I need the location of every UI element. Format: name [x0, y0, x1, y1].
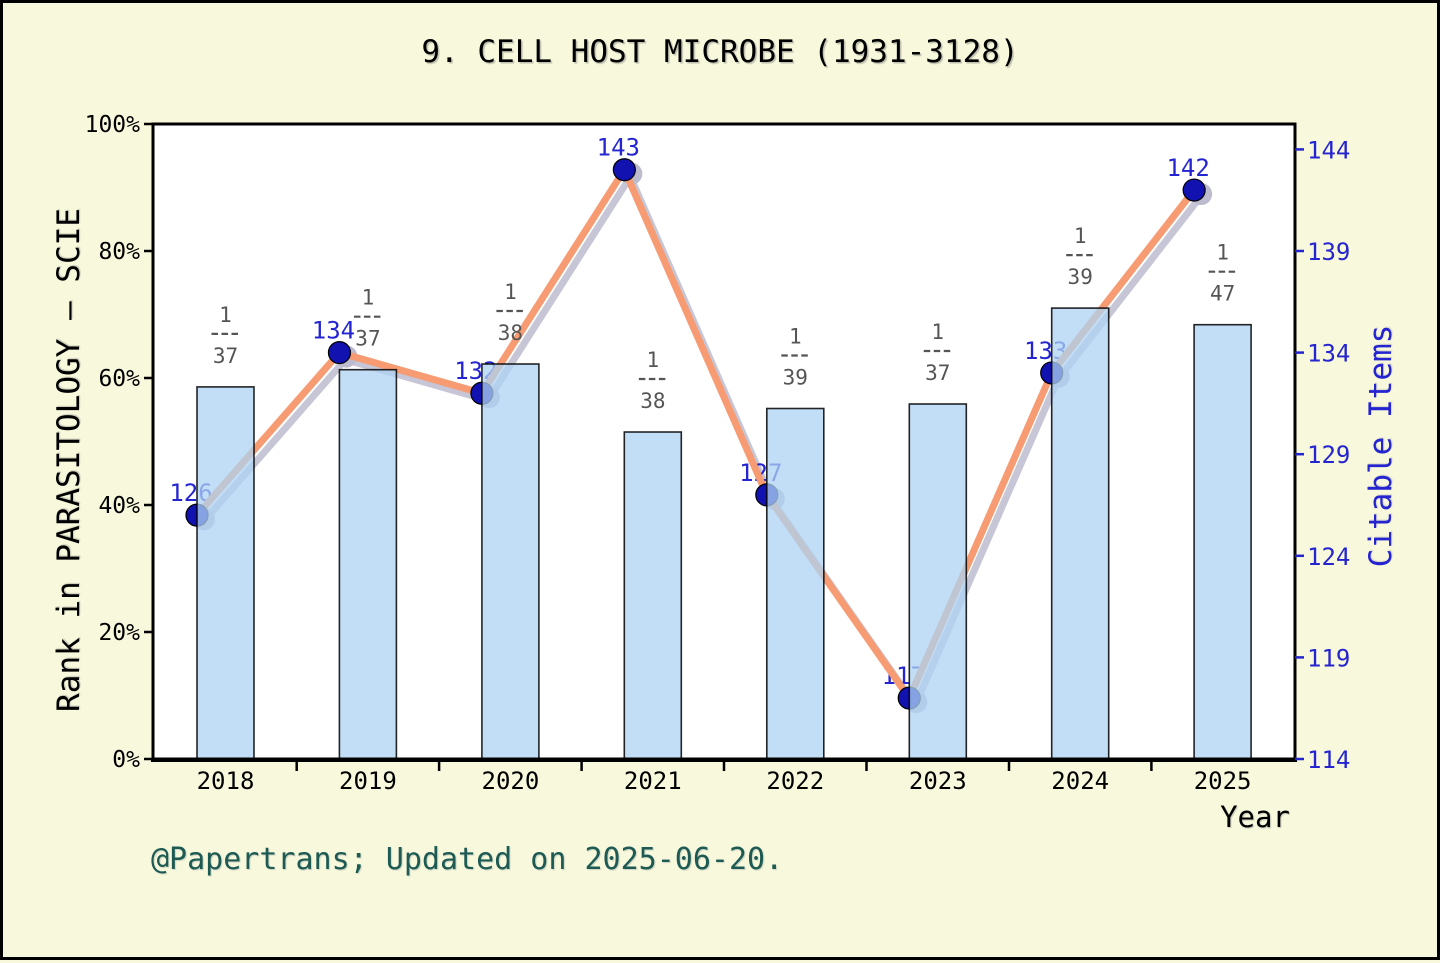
- left-axis-tick-label: 40%: [98, 493, 140, 519]
- citable-items-point: [612, 158, 636, 182]
- rank-fraction-numerator: 1: [647, 348, 660, 372]
- rank-fraction-denominator: 38: [640, 389, 665, 413]
- right-axis-tick-label: 129: [1307, 441, 1350, 469]
- rank-fraction-denominator: 37: [213, 344, 238, 368]
- x-axis-tick-label: 2021: [624, 767, 682, 795]
- left-axis-tick-label: 20%: [98, 620, 140, 646]
- rank-fraction-denominator: 39: [783, 366, 808, 390]
- citable-items-line: [193, 166, 1198, 702]
- citable-items-point: [1182, 178, 1206, 202]
- rank-bar: [196, 386, 255, 760]
- right-axis-tick-label: 144: [1307, 136, 1350, 164]
- rank-bar: [908, 403, 968, 760]
- rank-fraction-denominator: 37: [925, 361, 950, 385]
- right-axis-tick-label: 134: [1307, 340, 1350, 368]
- rank-fraction-numerator: 1: [1216, 241, 1229, 265]
- x-axis-tick-label: 2023: [909, 767, 967, 795]
- citable-items-value-label: 142: [1166, 154, 1209, 182]
- left-axis-tick-label: 80%: [98, 239, 140, 265]
- rank-fraction-denominator: 37: [355, 327, 380, 351]
- right-axis-tick-label: 139: [1307, 238, 1350, 266]
- rank-fraction-numerator: 1: [504, 280, 517, 304]
- plot-background: [153, 124, 1295, 759]
- citable-items-point: [327, 341, 352, 365]
- rank-bar: [1193, 323, 1252, 760]
- rank-fraction-numerator: 1: [789, 325, 802, 349]
- x-axis-tick-label: 2018: [197, 767, 255, 795]
- x-axis-tick-label: 2020: [482, 767, 540, 795]
- rank-bar: [623, 431, 683, 760]
- rank-fraction-denominator: 47: [1210, 282, 1235, 306]
- rank-fraction-denominator: 39: [1068, 265, 1093, 289]
- rank-fraction-numerator: 1: [219, 303, 232, 327]
- plot-area: 1261341321431271171331421371371381381391…: [85, 112, 1351, 795]
- caption: @Papertrans; Updated on 2025-06-20.: [151, 842, 784, 877]
- x-axis-tick-label: 2022: [766, 767, 824, 795]
- right-axis-tick-label: 124: [1307, 543, 1350, 571]
- right-axis-tick-label: 114: [1307, 746, 1350, 774]
- rank-fraction-numerator: 1: [362, 286, 375, 310]
- left-axis-tick-label: 100%: [85, 112, 141, 138]
- rank-fraction-numerator: 1: [931, 320, 944, 344]
- page-title: 9. CELL HOST MICROBE (1931-3128): [421, 34, 1019, 70]
- rank-bar: [338, 368, 398, 760]
- x-axis-tick-label: 2024: [1051, 767, 1109, 795]
- left-axis-tick-label: 60%: [98, 366, 140, 392]
- right-axis-tick-label: 119: [1307, 644, 1350, 672]
- rank-fraction-denominator: 38: [498, 321, 523, 345]
- rank-fraction-numerator: 1: [1074, 224, 1087, 248]
- citable-items-value-label: 134: [312, 317, 355, 345]
- citable-items-value-label: 143: [597, 134, 640, 162]
- rank-bar: [481, 363, 540, 760]
- x-axis-title: Year: [1220, 800, 1290, 834]
- rank-bar: [765, 407, 825, 760]
- rank-bar: [1050, 307, 1110, 760]
- x-axis-tick-label: 2019: [339, 767, 397, 795]
- x-axis-tick-label: 2025: [1194, 767, 1252, 795]
- left-axis-tick-label: 0%: [112, 747, 140, 773]
